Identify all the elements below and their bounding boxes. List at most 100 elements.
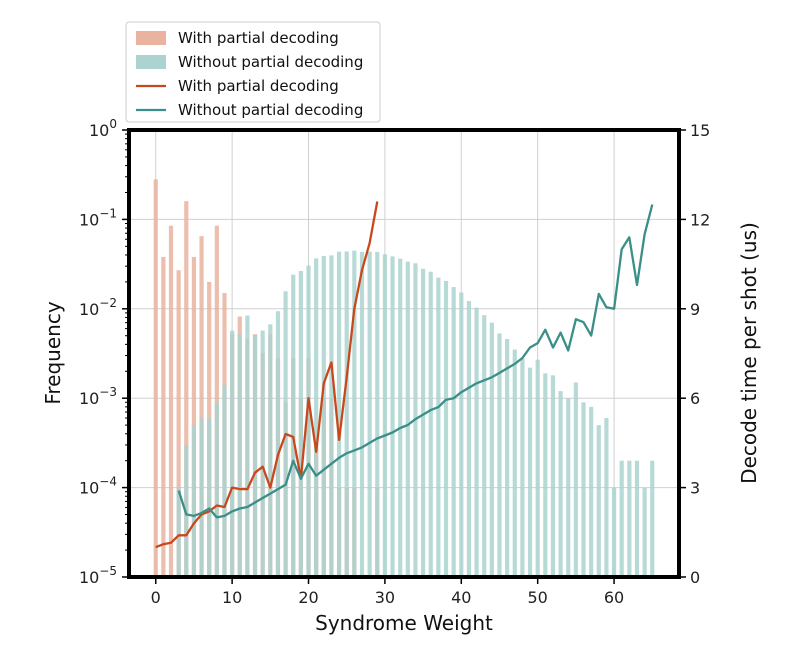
y-tick-label: 10−4 [79,475,117,498]
bar-s1-36 [428,271,433,577]
bar-s1-21 [314,258,319,577]
bar-s0-8 [214,225,219,577]
y-tick-label: 10−1 [79,206,117,229]
bar-s1-20 [306,265,311,577]
bar-s1-30 [382,254,388,578]
y2-tick-label: 3 [690,479,700,498]
bar-s1-53 [558,391,563,577]
y-axis-label: Frequency [41,301,65,404]
x-tick-label: 50 [528,588,548,607]
bar-layer [153,179,655,578]
bar-s1-60 [611,487,617,577]
bar-s1-39 [451,287,456,577]
y2-tick-label: 0 [690,568,700,587]
legend-box [125,21,381,123]
y2-tick-label: 6 [690,389,700,408]
bar-s1-58 [596,425,601,577]
bar-s1-9 [222,385,227,577]
bar-s0-2 [168,225,174,577]
bar-s1-48 [520,358,525,577]
series-line-0 [155,201,379,549]
bar-s1-26 [352,250,357,577]
bar-s1-35 [420,268,426,577]
bar-s1-41 [466,301,472,577]
bar-s0-6 [199,236,204,577]
y-tick-label: 10−2 [79,296,117,319]
x-axis-label: Syndrome Weight [315,611,493,635]
x-tick-label: 30 [375,588,395,607]
bar-s1-33 [405,261,410,577]
bar-s1-44 [489,322,494,577]
y2-axis-label: Decode time per shot (us) [737,222,761,484]
bar-s1-37 [436,277,441,577]
bar-s1-5 [191,425,197,577]
bar-s1-61 [619,460,624,577]
bar-s1-8 [214,402,219,577]
x-tick-label: 60 [604,588,624,607]
y-tick-label: 10−5 [79,564,117,587]
bar-s1-24 [336,251,342,577]
bar-s1-59 [604,418,609,577]
bar-s1-62 [627,460,632,577]
legend-swatch [136,31,166,45]
y2-tick-label: 15 [690,121,710,140]
bar-s1-52 [550,375,556,577]
bar-s1-65 [650,460,655,577]
y2-tick-label: 9 [690,300,700,319]
bar-s1-3 [176,487,181,577]
bar-s1-64 [642,487,647,577]
bar-s1-42 [474,307,479,577]
bar-s1-50 [535,359,540,577]
bar-s1-7 [207,418,212,577]
x-tick-label: 20 [298,588,318,607]
bar-s1-51 [543,373,548,577]
bar-s1-25 [344,251,349,577]
bar-s1-55 [573,382,578,577]
bar-s1-32 [398,258,403,577]
tick-layer: 0 10 20 30 40 50 60 100 10−1 10−2 10−3 10−4 10−5 0 3 6 9… [79,117,710,607]
bar-s1-38 [443,280,449,577]
bar-s1-13 [252,334,258,577]
y-tick-label: 100 [89,117,117,140]
bar-s1-47 [512,349,517,577]
bar-s0-5 [191,256,197,577]
bar-s1-14 [260,330,265,577]
bar-s1-57 [589,406,594,577]
bar-s1-23 [329,255,334,578]
bar-s1-15 [268,324,273,577]
bar-s1-22 [321,255,326,578]
bar-s0-3 [176,270,181,577]
y2-tick-label: 12 [690,210,710,229]
bar-s1-11 [237,334,242,577]
bar-s0-1 [161,256,166,577]
bar-s1-54 [566,398,571,577]
bar-s0-4 [184,201,189,577]
legend: With partial decoding Without partial dec… [125,21,381,123]
bar-s1-49 [527,367,533,577]
bar-s1-16 [275,311,281,577]
y-tick-label: 10−3 [79,385,117,408]
legend-swatch [136,55,166,69]
legend-label: Without partial decoding [178,101,363,119]
bar-s0-0 [153,179,158,577]
bar-s1-28 [367,251,372,577]
bar-s1-40 [459,292,464,577]
bar-s1-46 [505,338,510,577]
bar-s1-6 [199,418,204,577]
bar-s1-29 [375,251,380,577]
series-line-1 [177,204,654,519]
bar-s1-19 [298,270,303,577]
bar-s1-56 [581,402,586,577]
line-layer [155,201,654,549]
bar-s1-18 [291,274,296,577]
bar-s1-10 [230,330,235,577]
x-tick-label: 0 [151,588,161,607]
bar-s1-63 [634,460,640,577]
bar-s1-43 [482,315,487,577]
x-tick-label: 10 [222,588,242,607]
legend-label: With partial decoding [178,29,339,47]
legend-label: Without partial decoding [178,53,363,71]
bar-s1-31 [390,256,395,577]
bar-s1-12 [245,315,250,577]
